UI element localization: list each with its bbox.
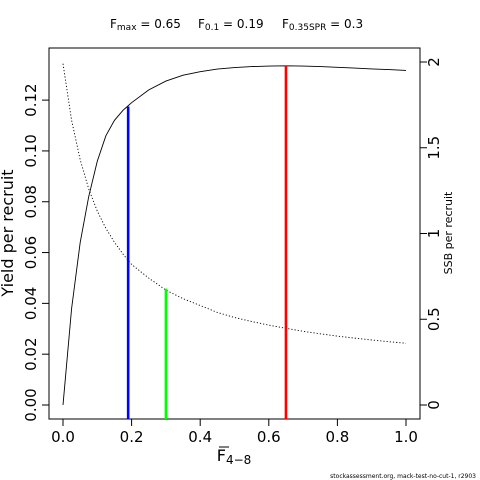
ssb-per-recruit-curve [62, 63, 407, 344]
y-axis-left: 0.00 0.02 0.04 0.06 0.08 0.10 0.12 [22, 83, 49, 422]
x-axis: 0.0 0.2 0.4 0.6 0.8 1.0 [51, 419, 418, 446]
y-axis-label: Yield per recruit [0, 169, 17, 297]
curves-layer [62, 63, 407, 406]
title-part-1-rest: = 0.19 [219, 17, 263, 31]
y-tick-label: 0.02 [22, 337, 40, 370]
title-part-0-rest: = 0.65 [137, 17, 181, 31]
y-tick-label: 0.08 [22, 185, 40, 218]
x-tick-label: 0.6 [257, 428, 281, 446]
y-tick-label: 0.06 [22, 236, 40, 269]
x-axis-label: F4−8 [217, 446, 252, 467]
y-axis-right: 0 0.5 1 1.5 2 [420, 57, 443, 410]
y-tick-label: 0.00 [22, 388, 40, 421]
y2-axis-label: SSB per recruit [442, 191, 455, 274]
title-part-2: F0.35SPR = 0.3 [282, 17, 363, 33]
footer-credit: stockassessment.org, mack-test-no-cut-1,… [330, 473, 476, 480]
chart-title: Fmax = 0.65 F0.1 = 0.19 F0.35SPR = 0.3 [110, 17, 363, 33]
x-tick-label: 0.2 [120, 428, 144, 446]
x-tick-label: 0.4 [188, 428, 212, 446]
y2-tick-label: 0.5 [425, 307, 443, 331]
title-part-1: F0.1 = 0.19 [198, 17, 264, 33]
y2-tick-label: 0 [425, 400, 443, 410]
title-part-2-sub: 0.35SPR [289, 23, 326, 33]
title-part-0-sub: max [117, 23, 137, 33]
plot-frame [48, 47, 421, 420]
y-tick-label: 0.04 [22, 287, 40, 320]
title-part-2-rest: = 0.3 [326, 17, 363, 31]
title-part-0: Fmax = 0.65 [110, 17, 181, 33]
x-axis-label-text-main: F [217, 446, 226, 465]
yield-per-recruit-curve [62, 65, 407, 406]
x-axis-label-text: F4−8 [217, 446, 252, 467]
title-part-1-sub: 0.1 [205, 23, 219, 33]
y2-tick-label: 1.5 [425, 136, 443, 160]
x-tick-label: 0.8 [325, 428, 349, 446]
y2-tick-label: 2 [425, 57, 443, 67]
x-tick-label: 1.0 [394, 428, 418, 446]
y2-tick-label: 1 [425, 229, 443, 239]
y-tick-label: 0.10 [22, 134, 40, 167]
title-part-2-main: F [282, 17, 289, 31]
reference-lines-layer [126, 65, 288, 419]
x-axis-label-text-sub: 4−8 [226, 453, 251, 467]
title-part-0-main: F [110, 17, 117, 31]
y-tick-label: 0.12 [22, 83, 40, 116]
x-tick-label: 0.0 [51, 428, 75, 446]
title-part-1-main: F [198, 17, 205, 31]
